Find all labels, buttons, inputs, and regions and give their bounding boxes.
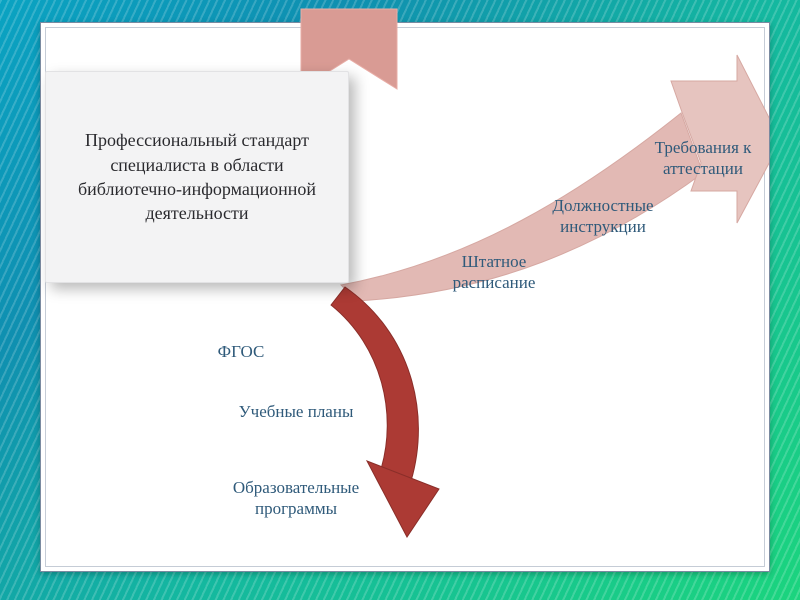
downward-arrow-body [331,287,418,481]
upward-arrow-head [671,55,769,223]
downward-arrow-head [367,461,439,537]
label-uchebnye: Учебные планы [211,401,381,422]
label-obrazovatelnye: Образовательные программы [206,477,386,520]
label-trebovaniya: Требования к аттестации [633,137,773,180]
label-dolzhnostnye: Должностные инструкции [533,195,673,238]
main-box-text: Профессиональный стандарт специалиста в … [46,128,348,225]
label-fgos: ФГОС [201,341,281,362]
upward-arrow-body [341,113,703,301]
content-panel: Профессиональный стандарт специалиста в … [40,22,770,572]
main-box: Профессиональный стандарт специалиста в … [45,71,349,283]
label-shtatnoe: Штатное расписание [429,251,559,294]
